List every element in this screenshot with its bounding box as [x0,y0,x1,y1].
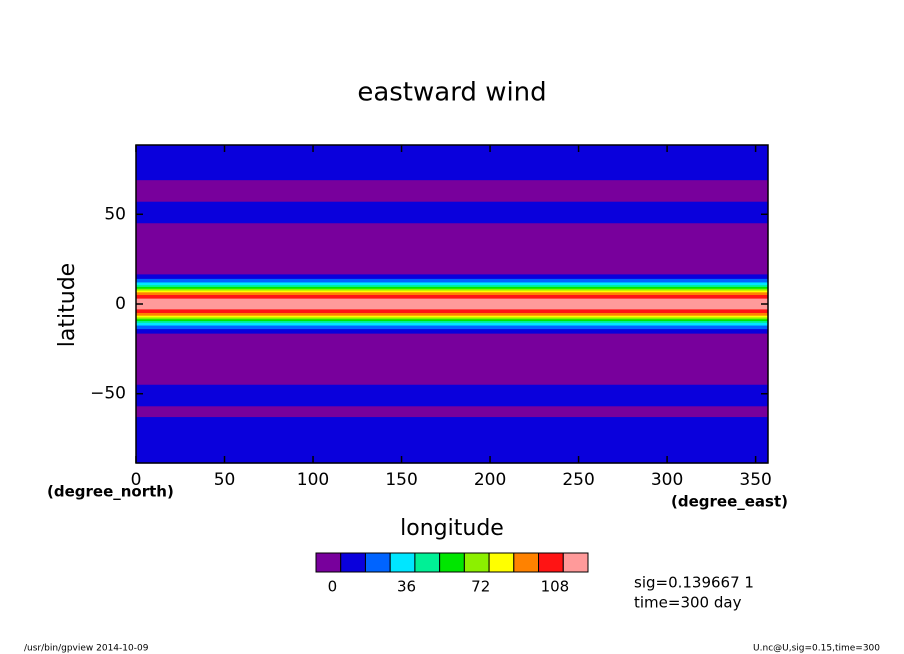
contour-band [136,282,768,286]
x-tick-label: 200 [474,470,506,490]
x-tick-label: 50 [214,470,236,490]
annotation: time=300 day [634,594,742,612]
contour-band [136,309,768,314]
x-tick-label: 350 [739,470,771,490]
contour-band [136,321,768,324]
x-tick-label: 250 [562,470,594,490]
contour-band [136,266,768,275]
contour-band [136,288,768,292]
contour-band [136,292,768,296]
colorbar-box [562,552,589,573]
colorbar-box [513,552,540,573]
contour-band [136,395,768,407]
contour-band [136,373,768,386]
contour-band [136,363,768,375]
contour-band [136,329,768,335]
contour-band [136,322,768,327]
contour-band [136,167,768,181]
contour-band [136,341,768,354]
chart-title: eastward wind [357,78,546,108]
contour-band [136,180,768,192]
colorbar-tick-label: 72 [471,578,490,596]
x-tick-label: 300 [651,470,683,490]
contour-band [136,312,768,317]
colorbar-box [463,552,490,573]
contour-band [136,406,768,418]
contour-band [136,417,768,429]
annotation: sig=0.139667 1 [634,574,754,592]
x-tick-label: 100 [297,470,329,490]
contour-band [136,352,768,364]
y-tick-label: 0 [115,294,126,314]
x-tick-label: 150 [385,470,417,490]
colorbar-box [315,552,342,573]
contour-band [136,212,768,224]
contour-band [136,201,768,214]
colorbar-tick-label: 108 [541,578,570,596]
x-units: (degree_east) [671,493,788,511]
contour-band [136,278,768,284]
colorbar-box [488,552,515,573]
y-tick-label: −50 [90,384,126,404]
contour-band [136,234,768,246]
y-tick-label: 50 [104,204,126,224]
colorbar-tick-label: 0 [328,578,338,596]
contour-band [136,295,768,300]
contour-band [136,319,768,322]
contour-band [136,274,768,280]
colorbar-tick-label: 36 [397,578,416,596]
colorbar-box [340,552,366,573]
footer-right: U.nc@U,sig=0.15,time=300 [753,644,880,654]
x-axis-label: longitude [400,516,504,541]
colorbar-box [364,552,391,573]
y-axis-label: latitude [55,263,80,347]
contour-band [136,333,768,343]
contour-band [136,285,768,288]
y-units: (degree_north) [47,483,174,501]
contour-band [136,440,768,456]
contour-band [136,325,768,330]
colorbar-box [439,552,465,573]
contour-band [136,305,768,310]
contour-band [136,244,768,257]
contour-band [136,153,768,169]
x-tick-label: 0 [131,470,142,490]
contour-band [136,223,768,235]
contour-band [136,454,768,464]
contour-band [136,286,768,290]
contour-band [136,145,768,154]
contour-band [136,384,768,397]
footer-left: /usr/bin/gpview 2014-10-09 [24,644,149,654]
contour-band [136,317,768,320]
contour-band [136,255,768,267]
contour-band [136,302,768,307]
contour-band [136,290,768,293]
colorbar-box [389,552,416,573]
contour-band [136,190,768,203]
contour-band [136,298,768,303]
contour-band [136,427,768,441]
colorbar-box [414,552,441,573]
contour-band [136,315,768,319]
colorbar-box [538,552,564,573]
